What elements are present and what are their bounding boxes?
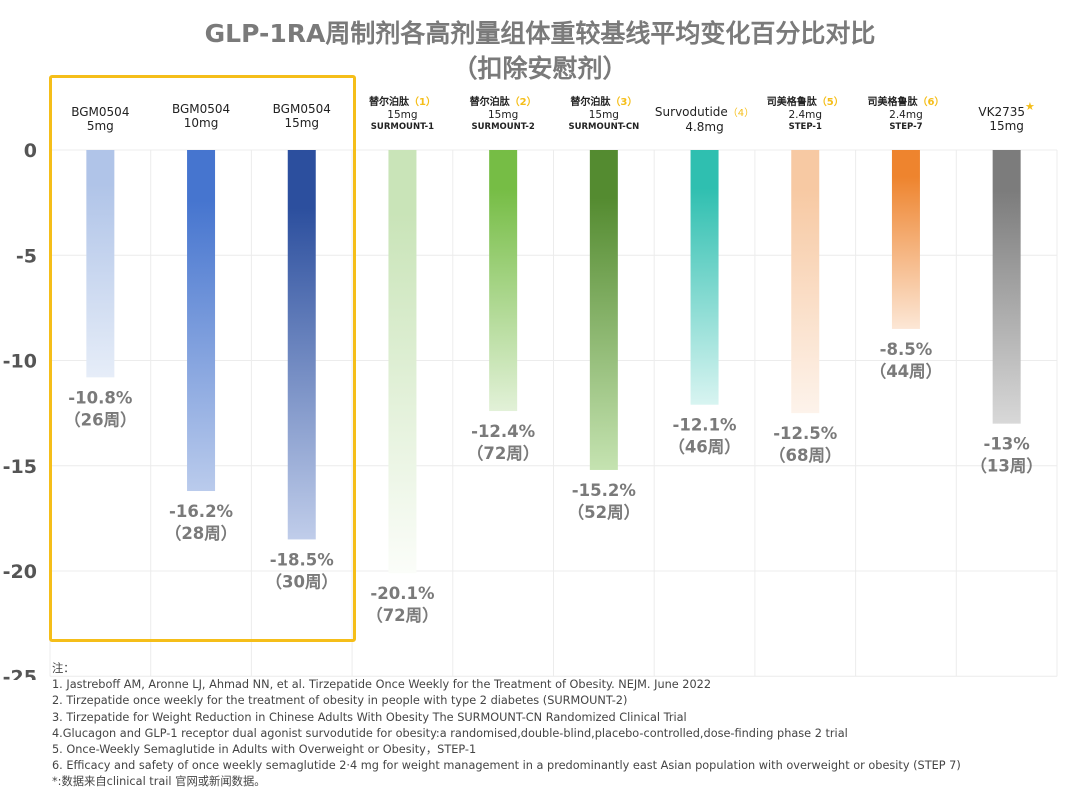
week-label: （26周） [64, 409, 136, 429]
week-label: （30周） [266, 571, 338, 591]
category-name: 司美格鲁肽 [766, 97, 817, 108]
value-label: -12.4% [471, 422, 536, 441]
value-label: -13% [983, 435, 1030, 454]
category-header: 替尔泊肽（2） 15mg SURMOUNT-2 [453, 97, 553, 132]
reference-number: （5） [816, 97, 844, 108]
category-header: VK2735★ 15mg [957, 100, 1057, 134]
bar [388, 150, 417, 574]
bar [589, 150, 618, 470]
category-name: 替尔泊肽 [570, 97, 611, 108]
category-dose: 15mg [284, 116, 320, 131]
y-tick-label: -5 [16, 245, 37, 267]
reference-number: （3） [610, 97, 638, 108]
reference-number: （4） [727, 108, 755, 119]
chart-subtitle: （扣除安慰剂） [452, 54, 628, 83]
y-tick-label: -15 [3, 456, 37, 478]
y-tick-label: 0 [24, 140, 37, 162]
week-label: （28周） [165, 523, 237, 543]
category-header: BGM0504 5mg [50, 105, 150, 134]
category-trial: STEP-1 [788, 121, 822, 132]
week-label: （44周） [870, 361, 942, 381]
value-label: -15.2% [572, 481, 637, 500]
category-header: 替尔泊肽（1） 15mg SURMOUNT-1 [352, 97, 452, 132]
category-header: BGM0504 10mg [151, 102, 251, 131]
category-dose: 15mg [387, 109, 418, 121]
bar [791, 150, 820, 414]
note-4: 4.Glucagon and GLP-1 receptor dual agoni… [52, 726, 848, 740]
week-label: （68周） [769, 445, 841, 465]
category-trial: STEP-7 [889, 121, 923, 132]
category-name: Survodutide [654, 105, 728, 119]
week-label: （72周） [366, 605, 438, 625]
category-dose: 5mg [86, 119, 114, 134]
category-name: BGM0504 [272, 102, 331, 116]
footnotes: 注： 1. Jastreboff AM, Aronne LJ, Ahmad NN… [52, 661, 961, 791]
category-name: BGM0504 [71, 105, 130, 119]
note-star: *:数据来自clinical trail 官网或新闻数据。 [52, 775, 266, 789]
value-label: -10.8% [68, 388, 133, 407]
note-3: 3. Tirzepatide for Weight Reduction in C… [52, 710, 687, 724]
category-dose: 10mg [183, 116, 219, 131]
bar [690, 150, 719, 405]
category-trial: SURMOUNT-1 [370, 121, 435, 132]
value-label: -8.5% [880, 340, 933, 359]
category-name: VK2735 [978, 105, 1026, 119]
category-header: Survodutide（4） 4.8mg [655, 105, 755, 134]
week-label: （52周） [568, 502, 640, 522]
bars [86, 150, 1021, 574]
week-label: （13周） [970, 456, 1042, 476]
bar [86, 150, 115, 378]
bar [992, 150, 1021, 424]
y-tick-label: -25 [3, 666, 37, 680]
category-header: 司美格鲁肽（5） 2.4mg STEP-1 [755, 97, 855, 132]
category-trial: SURMOUNT-CN [568, 121, 640, 132]
category-trial: SURMOUNT-2 [471, 121, 535, 132]
category-dose: 15mg [488, 109, 519, 121]
reference-number: （6） [917, 97, 945, 108]
bar [489, 150, 518, 412]
y-tick-label: -20 [3, 561, 37, 583]
reference-number: （1） [408, 97, 436, 108]
category-header: BGM0504 15mg [252, 102, 352, 131]
value-label: -18.5% [270, 550, 335, 569]
notes-header: 注： [52, 662, 75, 675]
reference-number: （2） [509, 97, 537, 108]
category-name: 替尔泊肽 [469, 97, 510, 108]
value-label: -20.1% [370, 584, 435, 603]
y-tick-label: -10 [3, 351, 37, 373]
y-axis-ticks: 0 -5 -10 -15 -20 -25 [3, 140, 37, 680]
star-icon: ★ [1025, 100, 1035, 113]
week-label: （72周） [467, 443, 539, 463]
value-label: -16.2% [169, 502, 234, 521]
bar [891, 150, 920, 329]
category-name: 替尔泊肽 [368, 97, 409, 108]
note-2: 2. Tirzepatide once weekly for the treat… [52, 694, 628, 708]
value-label: -12.5% [773, 424, 838, 443]
category-dose: 15mg [588, 109, 619, 121]
bar [287, 150, 316, 540]
value-labels: -10.8% （26周） -16.2% （28周） -18.5% （30周） -20.1% （… [64, 340, 1043, 625]
note-6: 6. Efficacy and safety of once weekly se… [52, 759, 961, 773]
category-header: 替尔泊肽（3） 15mg SURMOUNT-CN [554, 97, 654, 132]
bar [187, 150, 216, 492]
note-5: 5. Once-Weekly Semaglutide in Adults wit… [52, 743, 477, 757]
category-header: 司美格鲁肽（6） 2.4mg STEP-7 [856, 97, 956, 132]
week-label: （46周） [668, 437, 740, 457]
category-name: BGM0504 [171, 102, 231, 116]
category-dose: 2.4mg [889, 109, 923, 121]
note-1: 1. Jastreboff AM, Aronne LJ, Ahmad NN, e… [52, 678, 712, 692]
value-label: -12.1% [673, 416, 738, 435]
bgm0504-highlight-box [49, 75, 356, 642]
chart-title: GLP-1RA周制剂各高剂量组体重较基线平均变化百分比对比 [204, 19, 876, 48]
category-dose: 2.4mg [788, 109, 823, 121]
category-name: 司美格鲁肽 [867, 97, 918, 108]
category-dose: 15mg [989, 119, 1024, 134]
category-dose: 4.8mg [685, 120, 724, 134]
